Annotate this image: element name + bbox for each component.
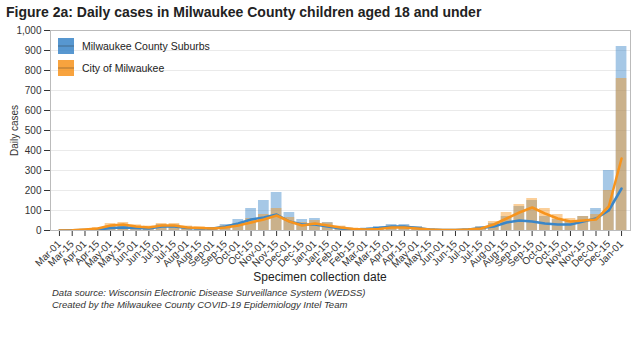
svg-text:Jan-01: Jan-01 <box>596 238 626 268</box>
svg-text:Aug-01: Aug-01 <box>466 238 498 269</box>
svg-text:May-15: May-15 <box>95 238 127 270</box>
svg-text:Aug-15: Aug-15 <box>479 238 511 269</box>
svg-text:900: 900 <box>25 45 42 56</box>
svg-text:Oct-01: Oct-01 <box>519 238 549 268</box>
svg-text:Aug-15: Aug-15 <box>173 238 204 269</box>
svg-text:Feb-01: Feb-01 <box>314 238 345 269</box>
svg-text:0: 0 <box>36 225 42 236</box>
svg-text:Sep-01: Sep-01 <box>185 238 217 269</box>
svg-text:Mar-01: Mar-01 <box>32 238 64 269</box>
svg-text:Nov-01: Nov-01 <box>236 238 268 269</box>
svg-text:Aug-01: Aug-01 <box>160 238 191 269</box>
svg-text:Apr-01: Apr-01 <box>59 238 89 268</box>
svg-text:Dec-01: Dec-01 <box>262 238 294 269</box>
svg-text:Jul-15: Jul-15 <box>457 238 485 266</box>
html-text:Data source: Wisconsin Electro: Data source: Wisconsin Electronic Diseas… <box>52 287 366 298</box>
svg-text:May-01: May-01 <box>389 238 421 270</box>
svg-text:Jun-15: Jun-15 <box>123 238 153 268</box>
svg-text:Nov-15: Nov-15 <box>556 238 587 269</box>
svg-text:100: 100 <box>25 205 42 216</box>
svg-text:Apr-15: Apr-15 <box>379 238 409 268</box>
svg-text:300: 300 <box>25 165 42 176</box>
svg-text:Mar-15: Mar-15 <box>45 238 76 269</box>
svg-text:Nov-01: Nov-01 <box>543 238 575 269</box>
svg-text:Oct-01: Oct-01 <box>213 238 242 268</box>
svg-text:Oct-15: Oct-15 <box>532 238 562 268</box>
html-text:City of Milwaukee: City of Milwaukee <box>82 62 165 74</box>
svg-text:May-15: May-15 <box>402 238 434 270</box>
svg-text:Dec-15: Dec-15 <box>275 238 306 269</box>
svg-text:Dec-15: Dec-15 <box>581 238 613 269</box>
svg-text:400: 400 <box>25 145 42 156</box>
svg-text:Jul-15: Jul-15 <box>151 238 179 266</box>
html-text:Created by the Milwaukee Count: Created by the Milwaukee County COVID-19… <box>52 299 348 310</box>
svg-text:Sep-15: Sep-15 <box>198 238 230 269</box>
svg-text:May-01: May-01 <box>82 238 115 270</box>
svg-text:Jan-15: Jan-15 <box>302 238 332 268</box>
svg-text:Oct-15: Oct-15 <box>225 238 255 268</box>
svg-text:700: 700 <box>25 85 42 96</box>
svg-text:Nov-15: Nov-15 <box>249 238 281 269</box>
svg-text:Mar-15: Mar-15 <box>352 238 383 269</box>
svg-text:600: 600 <box>25 105 42 116</box>
svg-text:800: 800 <box>25 65 42 76</box>
html-text:Milwaukee County Suburbs: Milwaukee County Suburbs <box>82 40 210 52</box>
svg-text:Mar-01: Mar-01 <box>339 238 370 269</box>
svg-text:Sep-15: Sep-15 <box>505 238 536 269</box>
svg-text:Sep-01: Sep-01 <box>492 238 523 269</box>
svg-text:Jul-01: Jul-01 <box>138 238 166 266</box>
svg-text:Jul-01: Jul-01 <box>444 238 472 266</box>
svg-text:Jun-01: Jun-01 <box>110 238 140 268</box>
html-text:Specimen collection date: Specimen collection date <box>253 270 387 284</box>
svg-text:Jun-01: Jun-01 <box>417 238 447 268</box>
svg-text:Apr-15: Apr-15 <box>72 238 102 268</box>
svg-text:Daily cases: Daily cases <box>9 105 20 156</box>
svg-text:Apr-01: Apr-01 <box>366 238 396 268</box>
svg-text:200: 200 <box>25 185 42 196</box>
svg-text:Feb-15: Feb-15 <box>326 238 357 269</box>
svg-text:1,000: 1,000 <box>16 25 41 36</box>
svg-text:Jun-15: Jun-15 <box>429 238 460 268</box>
svg-text:500: 500 <box>25 125 42 136</box>
svg-text:Jan-01: Jan-01 <box>289 238 319 268</box>
html-text:Figure 2a: Daily cases in Milw: Figure 2a: Daily cases in Milwaukee Coun… <box>6 4 482 20</box>
svg-text:Dec-01: Dec-01 <box>569 238 600 269</box>
